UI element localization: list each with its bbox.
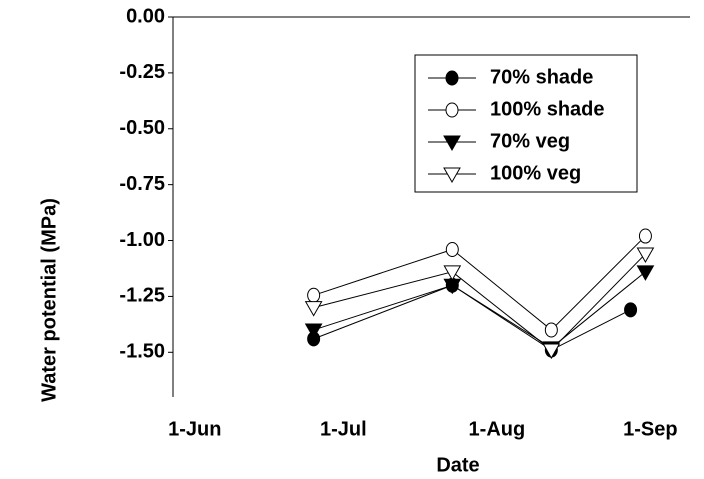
y-tick-label: -1.50 [119, 341, 165, 363]
legend-marker [445, 102, 459, 118]
y-tick-label: -0.75 [119, 173, 165, 195]
data-point [542, 343, 561, 360]
x-tick-label: 1-Aug [469, 418, 526, 440]
x-tick-label: 1-Jun [168, 418, 221, 440]
data-point [636, 265, 655, 281]
series-line [313, 284, 631, 351]
legend-marker [445, 70, 459, 86]
data-point [304, 323, 323, 339]
data-point [304, 301, 323, 317]
data-point [636, 247, 655, 263]
legend-box [414, 54, 638, 193]
data-point [443, 265, 462, 281]
data-point [445, 241, 459, 257]
legend-label: 100% shade [490, 98, 605, 120]
legend-label: 70% shade [490, 66, 593, 88]
series-line [313, 235, 646, 331]
y-tick-label: -1.25 [119, 285, 165, 307]
y-tick-label: -0.50 [119, 117, 165, 139]
series-line [313, 271, 646, 349]
legend-label: 100% veg [490, 162, 581, 184]
data-point [307, 287, 321, 303]
legend-marker [443, 167, 461, 184]
y-tick-label: -0.25 [119, 61, 165, 83]
legend-label: 70% veg [490, 130, 570, 152]
data-point [638, 228, 652, 244]
data-point [544, 322, 558, 338]
series-line [313, 253, 646, 351]
legend-marker [443, 135, 461, 152]
x-tick-label: 1-Sep [623, 418, 677, 440]
y-tick-label: 0.00 [126, 5, 165, 27]
y-axis-label: Water potential (MPa) [38, 198, 60, 402]
data-point [624, 302, 638, 318]
x-tick-label: 1-Jul [320, 418, 367, 440]
x-axis-label: Date [436, 454, 479, 476]
y-tick-label: -1.00 [119, 229, 165, 251]
